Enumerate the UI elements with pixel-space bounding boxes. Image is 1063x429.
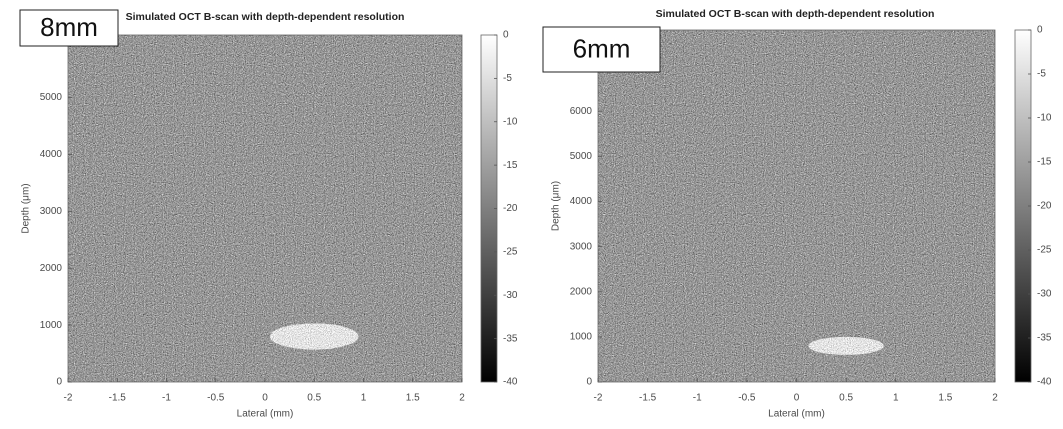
- x-tick-label: -2: [64, 393, 73, 404]
- y-tick-label: 2000: [570, 286, 593, 297]
- speckle: [598, 30, 995, 382]
- x-tick-label: 0.5: [307, 393, 321, 404]
- x-tick-label: 0: [794, 393, 800, 404]
- colorbar-tick-label: -10: [1037, 113, 1052, 124]
- colorbar-tick-label: -5: [1037, 69, 1046, 80]
- chart-title: Simulated OCT B-scan with depth-dependen…: [126, 11, 405, 23]
- x-tick-label: -1.5: [639, 393, 657, 404]
- x-tick-label: -1: [693, 393, 702, 404]
- colorbar-tick-label: -25: [1037, 245, 1052, 256]
- colorbar-tick-label: -35: [1037, 333, 1052, 344]
- y-axis-label: Depth (μm): [551, 181, 562, 231]
- y-axis-label: Depth (μm): [21, 183, 32, 233]
- x-axis-label: Lateral (mm): [237, 409, 294, 420]
- x-tick-label: -2: [594, 393, 603, 404]
- colorbar-tick-label: -40: [503, 377, 518, 388]
- colorbar-tick-label: -5: [503, 73, 512, 84]
- y-tick-label: 3000: [40, 206, 63, 217]
- y-tick-label: 5000: [40, 92, 63, 103]
- colorbar-tick-label: -20: [1037, 201, 1052, 212]
- colorbar-tick-label: 0: [1037, 25, 1043, 36]
- x-tick-label: -0.5: [738, 393, 756, 404]
- annotation-box: [19, 9, 119, 47]
- y-tick-label: 0: [586, 377, 592, 388]
- colorbar-tick-label: -35: [503, 333, 518, 344]
- y-tick-label: 6000: [570, 106, 593, 117]
- colorbar-tick-label: -15: [503, 160, 518, 171]
- annotation-box: [542, 26, 661, 73]
- colorbar-tick-label: -20: [503, 203, 518, 214]
- x-axis-label: Lateral (mm): [768, 409, 825, 420]
- x-tick-label: 2: [992, 393, 998, 404]
- x-tick-label: 1.5: [938, 393, 952, 404]
- colorbar-tick-label: -40: [1037, 377, 1052, 388]
- y-tick-label: 2000: [40, 263, 63, 274]
- y-tick-label: 0: [56, 377, 62, 388]
- x-tick-label: 1.5: [406, 393, 420, 404]
- y-tick-label: 3000: [570, 241, 593, 252]
- colorbar-tick-label: -25: [503, 247, 518, 258]
- bright-inclusion: [269, 323, 359, 350]
- colorbar-tick-label: -15: [1037, 157, 1052, 168]
- y-tick-label: 4000: [570, 196, 593, 207]
- colorbar-tick-label: -10: [503, 116, 518, 127]
- x-tick-label: 2: [459, 393, 465, 404]
- x-tick-label: 1: [361, 393, 367, 404]
- x-tick-label: 0: [262, 393, 268, 404]
- y-tick-label: 1000: [40, 320, 63, 331]
- y-tick-label: 4000: [40, 149, 63, 160]
- annotation: 6mm: [573, 33, 631, 63]
- colorbar-tick-label: 0: [503, 30, 509, 41]
- colorbar-tick-label: -30: [1037, 289, 1052, 300]
- x-tick-label: -0.5: [207, 393, 225, 404]
- x-tick-label: 0.5: [839, 393, 853, 404]
- y-tick-label: 5000: [570, 151, 593, 162]
- annotation: 8mm: [40, 12, 98, 42]
- colorbar-tick-label: -30: [503, 290, 518, 301]
- x-tick-label: 1: [893, 393, 899, 404]
- bright-inclusion: [808, 336, 884, 355]
- x-tick-label: -1.5: [109, 393, 127, 404]
- x-tick-label: -1: [162, 393, 171, 404]
- chart-title: Simulated OCT B-scan with depth-dependen…: [656, 8, 935, 20]
- speckle: [68, 35, 462, 382]
- y-tick-label: 1000: [570, 332, 593, 343]
